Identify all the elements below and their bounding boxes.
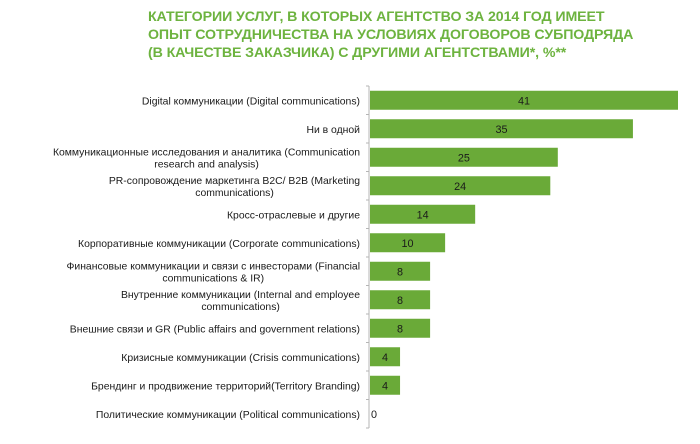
bars-layer: 41 35 25 24 14 10 8 8 8 4 4 0 xyxy=(370,90,678,421)
bar xyxy=(370,119,633,139)
bar xyxy=(370,290,431,310)
category-labels: Digital коммуникации (Digital communicat… xyxy=(53,96,360,421)
chart-title-line: ОПЫТ СОТРУДНИЧЕСТВА НА УСЛОВИЯХ ДОГОВОРО… xyxy=(148,27,634,43)
chart-title: КАТЕГОРИИ УСЛУГ, В КОТОРЫХ АГЕНТСТВО ЗА … xyxy=(148,8,698,62)
bar xyxy=(370,176,551,196)
data-label: 41 xyxy=(518,95,530,107)
data-label: 10 xyxy=(402,238,414,250)
category-label: communications & IR) xyxy=(162,273,264,284)
category-label: Кризисные коммуникации (Crisis communica… xyxy=(121,353,360,364)
category-label: Ни в одной xyxy=(306,125,360,136)
data-label: 0 xyxy=(371,409,377,421)
category-label: Финансовые коммуникации и связи с инвест… xyxy=(66,261,360,272)
category-label: Внутренние коммуникации (Internal and em… xyxy=(121,290,360,301)
category-label: Digital коммуникации (Digital communicat… xyxy=(142,96,360,107)
bar xyxy=(370,261,431,281)
chart-title-line: КАТЕГОРИИ УСЛУГ, В КОТОРЫХ АГЕНТСТВО ЗА … xyxy=(148,9,605,25)
category-label: Корпоративные коммуникации (Corporate co… xyxy=(78,239,360,250)
data-label: 24 xyxy=(454,181,466,193)
bar xyxy=(370,204,476,224)
data-label: 35 xyxy=(495,124,507,136)
category-axis xyxy=(366,85,370,429)
category-label: PR-сопровождение маркетинга B2C/ B2B (Ma… xyxy=(109,176,360,187)
data-label: 4 xyxy=(382,380,388,392)
data-label: 14 xyxy=(417,209,429,221)
category-label: communications) xyxy=(195,188,274,199)
category-label: research and analysis) xyxy=(154,159,259,170)
data-label: 8 xyxy=(397,295,403,307)
bar xyxy=(370,147,558,167)
category-label: Кросс-отраслевые и другие xyxy=(227,210,360,221)
bar xyxy=(370,375,401,395)
bar xyxy=(370,233,446,253)
category-label: Брендинг и продвижение территорий(Territ… xyxy=(91,381,360,392)
data-label: 8 xyxy=(397,266,403,278)
bar xyxy=(370,90,678,110)
bar xyxy=(370,318,431,338)
category-label: communications) xyxy=(201,302,280,313)
category-label: Политические коммуникации (Political com… xyxy=(96,410,360,421)
data-label: 25 xyxy=(458,152,470,164)
bar xyxy=(370,347,401,367)
chart-title-line: (В КАЧЕСТВЕ ЗАКАЗЧИКА) С ДРУГИМИ АГЕНТСТ… xyxy=(148,45,567,61)
data-label: 8 xyxy=(397,323,403,335)
data-label: 4 xyxy=(382,352,388,364)
category-label: Внешние связи и GR (Public affairs and g… xyxy=(70,324,360,335)
category-label: Коммуникационные исследования и аналитик… xyxy=(53,147,360,158)
